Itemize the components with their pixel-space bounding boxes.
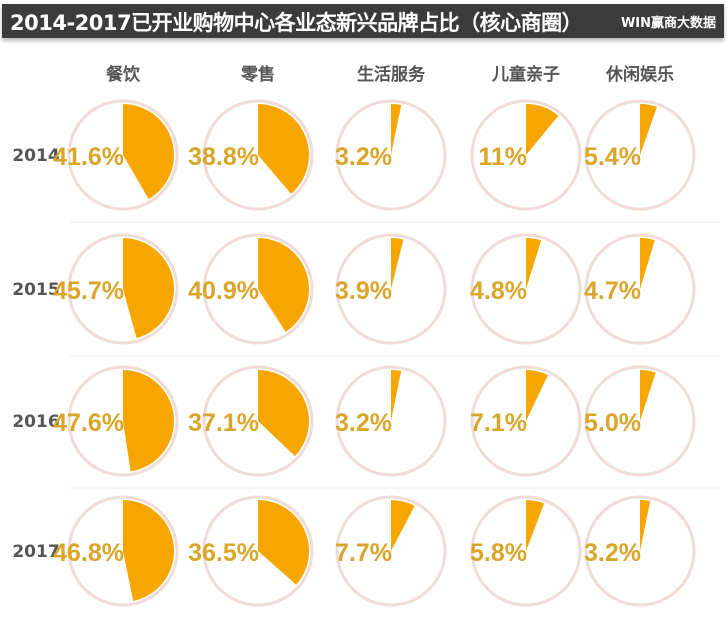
year-label: 2015 xyxy=(12,280,59,300)
chart-title: 2014-2017已开业购物中心各业态新兴品牌占比（核心商圈） xyxy=(10,11,583,35)
pie-slice xyxy=(123,370,174,472)
data-label: 36.5% xyxy=(188,539,259,567)
year-label: 2014 xyxy=(12,146,59,166)
pie-slice xyxy=(258,238,309,332)
data-label: 5.4% xyxy=(584,143,641,171)
pie-slice xyxy=(640,104,657,155)
data-label: 3.9% xyxy=(335,277,392,305)
data-label: 38.8% xyxy=(188,143,259,171)
pie-slice xyxy=(526,370,549,421)
data-label: 41.6% xyxy=(53,143,124,171)
column-header: 餐饮 xyxy=(106,64,141,85)
data-label: 7.7% xyxy=(335,539,392,567)
data-label: 5.0% xyxy=(584,409,641,437)
data-label: 3.2% xyxy=(584,539,641,567)
pie-slice xyxy=(391,370,402,421)
column-header: 零售 xyxy=(240,64,275,85)
pie-slice xyxy=(391,500,415,551)
pie-slice xyxy=(640,238,655,289)
pie-slice xyxy=(123,500,175,601)
data-label: 45.7% xyxy=(53,277,124,305)
data-label: 5.8% xyxy=(470,539,527,567)
pie-slice xyxy=(258,104,309,194)
pie-slice xyxy=(123,104,175,200)
pie-slice xyxy=(391,238,404,289)
pie-slice xyxy=(258,500,310,585)
data-label: 3.2% xyxy=(335,409,392,437)
data-label: 47.6% xyxy=(53,409,124,437)
data-label: 46.8% xyxy=(53,539,124,567)
pie-slice xyxy=(258,370,310,457)
title-bar: 2014-2017已开业购物中心各业态新兴品牌占比（核心商圈） WIN赢商大数据 xyxy=(2,4,724,38)
data-label: 40.9% xyxy=(188,277,259,305)
year-label: 2016 xyxy=(12,412,59,432)
pie-slice xyxy=(526,104,559,155)
pie-slice xyxy=(123,238,174,339)
data-label: 3.2% xyxy=(335,143,392,171)
data-label: 37.1% xyxy=(188,409,259,437)
column-header: 休闲娱乐 xyxy=(605,64,674,85)
data-label: 4.8% xyxy=(470,277,527,305)
pie-slice xyxy=(640,500,651,551)
column-header: 儿童亲子 xyxy=(491,64,560,85)
pie-slice xyxy=(526,238,542,289)
column-header: 生活服务 xyxy=(357,64,426,85)
brand-logo: WIN赢商大数据 xyxy=(620,16,716,31)
pie-slice xyxy=(526,500,545,551)
data-label: 11% xyxy=(478,143,527,171)
pie-slice xyxy=(640,370,656,421)
data-label: 4.7% xyxy=(584,277,641,305)
pie-slice xyxy=(391,104,402,155)
year-label: 2017 xyxy=(12,542,59,562)
data-label: 7.1% xyxy=(470,409,527,437)
